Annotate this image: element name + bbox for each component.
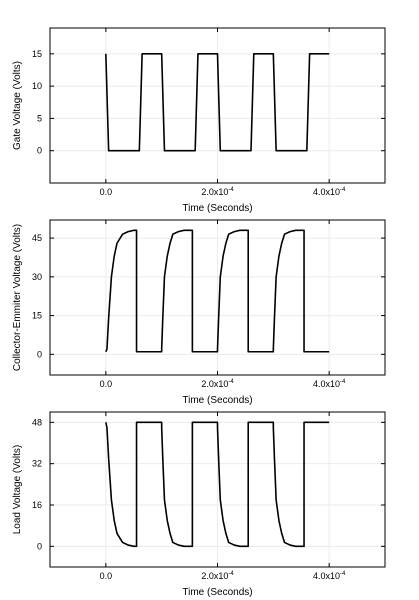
collector-emitter-voltage-x-tick-exponent: -4 bbox=[340, 379, 346, 385]
load-voltage-y-tick-label: 16 bbox=[32, 500, 42, 510]
load-voltage-y-tick-label: 48 bbox=[32, 417, 42, 427]
collector-emitter-voltage-x-tick-label: 0.0 bbox=[100, 379, 113, 389]
load-voltage-y-tick-label: 32 bbox=[32, 459, 42, 469]
collector-emitter-voltage-y-tick-label: 30 bbox=[32, 272, 42, 282]
gate-voltage-series-line bbox=[105, 53, 330, 152]
load-voltage-y-tick-label: 0 bbox=[37, 541, 42, 551]
gate-voltage-y-tick-label: 0 bbox=[37, 146, 42, 156]
load-voltage-x-axis-title: Time (Seconds) bbox=[182, 587, 252, 598]
collector-emitter-voltage-x-tick-mantissa: 4.0x10 bbox=[313, 379, 340, 389]
load-voltage-x-tick-label: 0.0 bbox=[100, 571, 113, 581]
collector-emitter-voltage-x-axis-title: Time (Seconds) bbox=[182, 395, 252, 406]
gate-voltage-x-tick-exponent: -4 bbox=[340, 187, 346, 193]
collector-emitter-voltage-y-axis-title: Collector-Emmiter Voltage (Volts) bbox=[12, 224, 23, 371]
collector-emitter-voltage-x-tick-mantissa: 2.0x10 bbox=[201, 379, 228, 389]
collector-emitter-voltage-series-line bbox=[105, 229, 330, 353]
load-voltage-x-tick-exponent: -4 bbox=[228, 571, 234, 577]
gate-voltage-x-axis-title: Time (Seconds) bbox=[182, 203, 252, 214]
load-voltage-x-tick-mantissa: 2.0x10 bbox=[201, 571, 228, 581]
gate-voltage-x-tick-exponent: -4 bbox=[228, 187, 234, 193]
collector-emitter-voltage-y-tick-label: 15 bbox=[32, 311, 42, 321]
gate-voltage-y-axis-title: Gate Voltage (Volts) bbox=[12, 61, 23, 150]
collector-emitter-voltage-x-tick-label: 2.0x10-4 bbox=[201, 379, 234, 389]
load-voltage-series-line bbox=[105, 421, 330, 548]
collector-emitter-voltage-x-tick-exponent: -4 bbox=[228, 379, 234, 385]
collector-emitter-voltage-x-tick-label: 4.0x10-4 bbox=[313, 379, 346, 389]
load-voltage-x-tick-label: 2.0x10-4 bbox=[201, 571, 234, 581]
collector-emitter-voltage-y-tick-label: 45 bbox=[32, 233, 42, 243]
gate-voltage-x-tick-mantissa: 2.0x10 bbox=[201, 187, 228, 197]
gate-voltage-x-tick-mantissa: 4.0x10 bbox=[313, 187, 340, 197]
gate-voltage-x-tick-label: 0.0 bbox=[100, 187, 113, 197]
load-voltage-x-tick-label: 4.0x10-4 bbox=[313, 571, 346, 581]
gate-voltage-x-tick-label: 4.0x10-4 bbox=[313, 187, 346, 197]
gate-voltage-y-tick-label: 5 bbox=[37, 113, 42, 123]
load-voltage-x-tick-exponent: -4 bbox=[340, 571, 346, 577]
collector-emitter-voltage-y-tick-label: 0 bbox=[37, 349, 42, 359]
load-voltage-x-tick-mantissa: 0.0 bbox=[100, 571, 113, 581]
load-voltage-y-axis-title: Load Voltage (Volts) bbox=[12, 445, 23, 535]
gate-voltage-x-tick-mantissa: 0.0 bbox=[100, 187, 113, 197]
collector-emitter-voltage-x-tick-mantissa: 0.0 bbox=[100, 379, 113, 389]
gate-voltage-y-tick-label: 15 bbox=[32, 49, 42, 59]
load-voltage-x-tick-mantissa: 4.0x10 bbox=[313, 571, 340, 581]
gate-voltage-x-tick-label: 2.0x10-4 bbox=[201, 187, 234, 197]
gate-voltage-y-tick-label: 10 bbox=[32, 81, 42, 91]
